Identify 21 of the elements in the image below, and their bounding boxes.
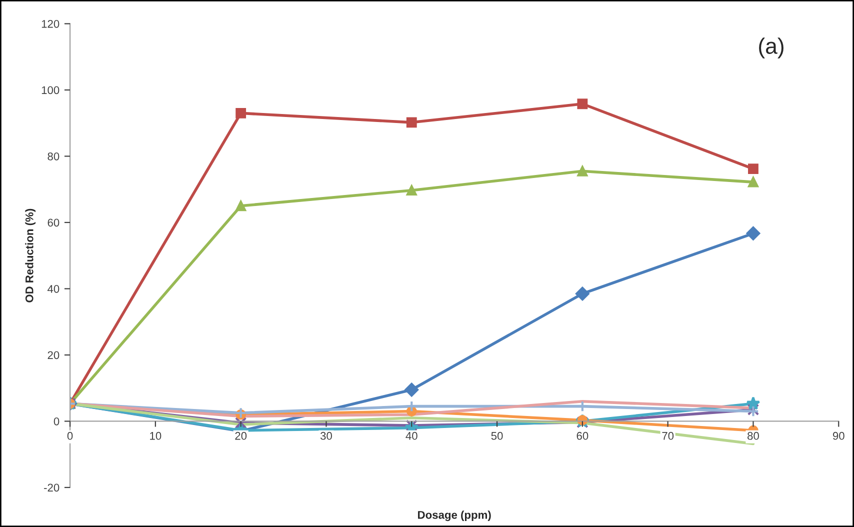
y-tick-label: 40 [48,284,60,293]
x-tick-label: 70 [662,432,674,440]
x-tick-label: 80 [748,432,759,440]
x-tick-label: 20 [235,432,247,440]
y-tick-label: 120 [42,20,60,28]
x-tick-label: 90 [832,432,844,440]
annotation: (a) [759,38,784,58]
y-tick-label: -20 [44,484,60,492]
x-axis-title: Dosage (ppm) [418,510,491,522]
y-axis-title: OD Reduction (%) [25,208,36,302]
x-tick-label: 60 [576,432,588,440]
y-tick-label: 80 [48,152,60,160]
x-tick-label: 50 [491,432,503,440]
x-tick-label: 10 [150,432,162,440]
y-tick-label: 60 [48,218,60,227]
x-tick-label: 0 [67,432,73,440]
x-tick-label: 30 [320,432,332,440]
x-tick-label: 40 [406,432,418,440]
y-tick-label: 0 [54,417,60,426]
y-tick-label: 20 [48,351,60,360]
y-tick-label: 100 [42,86,60,94]
